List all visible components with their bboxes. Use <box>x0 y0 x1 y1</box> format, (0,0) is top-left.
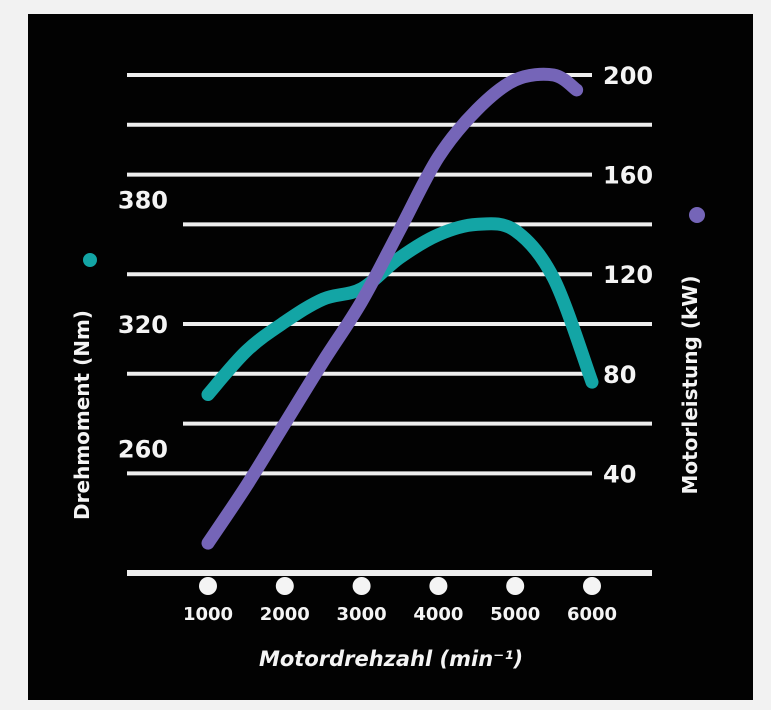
x-tick-marker <box>583 577 601 595</box>
gridlines <box>127 73 652 576</box>
x-tick-marker <box>429 577 448 595</box>
left-tick-label: 260 <box>118 436 168 464</box>
x-axis-label: Motordrehzahl (min⁻¹) <box>259 647 523 671</box>
x-tick-marker <box>352 577 371 595</box>
x-tick-label: 4000 <box>413 604 463 625</box>
torque-curve <box>201 217 599 402</box>
right-tick-label: 80 <box>603 361 636 389</box>
x-tick-label: 5000 <box>490 604 540 625</box>
power-curve <box>201 67 584 550</box>
power-legend-dot <box>689 207 705 223</box>
x-tick-marker <box>199 577 217 595</box>
series-layer <box>201 67 599 550</box>
x-tick-markers <box>199 577 601 595</box>
right-axis-ticks: 40 80 120 160 200 <box>603 62 653 488</box>
x-tick-label: 6000 <box>567 604 617 625</box>
torque-legend-dot <box>83 253 97 267</box>
chart-panel <box>28 14 753 700</box>
right-tick-label: 40 <box>603 460 636 488</box>
x-tick-marker <box>275 577 294 595</box>
x-tick-label: 3000 <box>337 604 387 625</box>
right-tick-label: 160 <box>603 162 653 190</box>
left-axis-ticks: 260 320 380 <box>118 187 168 464</box>
left-tick-label: 380 <box>118 187 168 215</box>
x-axis-ticks: 1000 2000 3000 4000 5000 6000 <box>183 604 617 625</box>
x-tick-marker <box>506 577 525 595</box>
left-tick-label: 320 <box>118 311 168 339</box>
right-tick-label: 120 <box>603 261 653 289</box>
right-tick-label: 200 <box>603 62 653 90</box>
right-axis-label: Motorleistung (kW) <box>678 276 702 495</box>
x-tick-label: 2000 <box>260 604 310 625</box>
left-axis-label: Drehmoment (Nm) <box>70 310 94 520</box>
x-tick-label: 1000 <box>183 604 233 625</box>
